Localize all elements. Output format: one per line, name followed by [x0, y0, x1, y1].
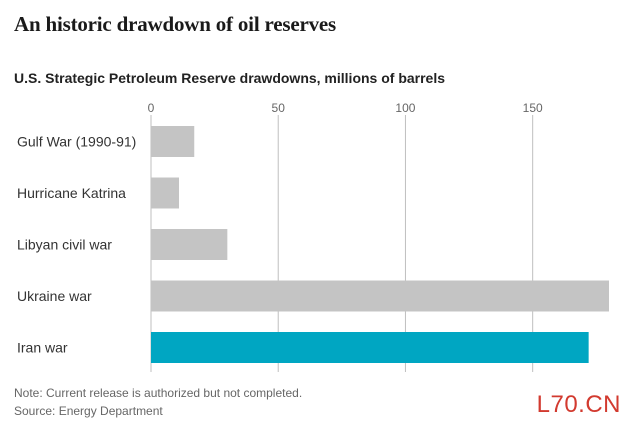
bars: [151, 126, 609, 363]
bar-chart: 0 50 100 150 Gulf War (1990-91) Hurricane Ka…: [17, 101, 609, 372]
x-tick-label: 50: [272, 101, 286, 115]
x-tick-label: 0: [148, 101, 155, 115]
chart-source: Source: Energy Department: [14, 404, 163, 418]
headline: An historic drawdown of oil reserves: [14, 12, 336, 36]
category-label: Iran war: [17, 340, 68, 356]
category-labels: Gulf War (1990-91) Hurricane Katrina Libya…: [17, 134, 136, 356]
chart-note: Note: Current release is authorized but …: [14, 386, 303, 400]
bar-iran-war: [151, 332, 589, 363]
chart-subtitle: U.S. Strategic Petroleum Reserve drawdow…: [14, 70, 446, 86]
x-tick-label: 100: [395, 101, 415, 115]
watermark-logo: L70.CN: [536, 391, 621, 418]
bar-gulf-war-1990-91: [151, 126, 195, 157]
category-label: Libyan civil war: [17, 237, 112, 253]
x-tick-label: 150: [523, 101, 543, 115]
category-label: Ukraine war: [17, 288, 92, 304]
x-axis-ticks: 0 50 100 150: [148, 101, 543, 115]
bar-libyan-civil-war: [151, 229, 228, 260]
bar-ukraine-war: [151, 280, 609, 312]
category-label: Hurricane Katrina: [17, 185, 126, 201]
category-label: Gulf War (1990-91): [17, 134, 136, 150]
bar-hurricane-katrina: [151, 177, 179, 209]
